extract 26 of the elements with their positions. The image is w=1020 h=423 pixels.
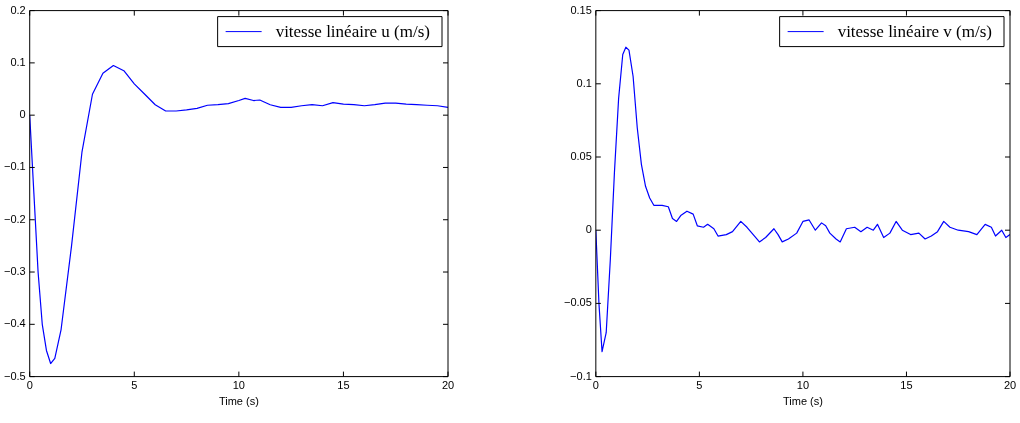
y-tick-label: 0.1 xyxy=(10,55,26,68)
y-tick-label: 0.1 xyxy=(576,76,592,89)
x-tick-label: 20 xyxy=(1003,379,1017,392)
x-tick-label: 5 xyxy=(696,379,703,392)
y-tick-label: 0.15 xyxy=(570,3,592,16)
y-tick-label: −0.4 xyxy=(4,317,26,330)
y-tick-label: 0 xyxy=(585,223,592,236)
y-tick-label: 0.2 xyxy=(10,3,26,16)
x-tick-label: 15 xyxy=(337,379,350,392)
y-tick-label: −0.1 xyxy=(570,369,592,382)
y-tick-label: −0.2 xyxy=(4,212,26,225)
x-tick-label: 10 xyxy=(232,379,245,392)
y-tick-label: 0 xyxy=(19,108,26,121)
x-tick-label: 20 xyxy=(441,379,455,392)
legend-label: vitesse linéaire v (m/s) xyxy=(837,22,993,42)
x-tick-label: 5 xyxy=(131,379,138,392)
x-tick-label: 15 xyxy=(900,379,913,392)
y-tick-label: 0.05 xyxy=(570,150,592,163)
y-tick-label: −0.1 xyxy=(4,160,26,173)
x-axis-title: Time (s) xyxy=(782,395,823,408)
x-tick-label: 10 xyxy=(796,379,810,392)
y-tick-label: −0.05 xyxy=(563,296,592,309)
x-axis-title: Time (s) xyxy=(218,395,259,408)
y-tick-label: −0.3 xyxy=(4,265,26,278)
legend-label: vitesse linéaire u (m/s) xyxy=(275,22,431,42)
y-tick-label: −0.5 xyxy=(4,369,26,382)
